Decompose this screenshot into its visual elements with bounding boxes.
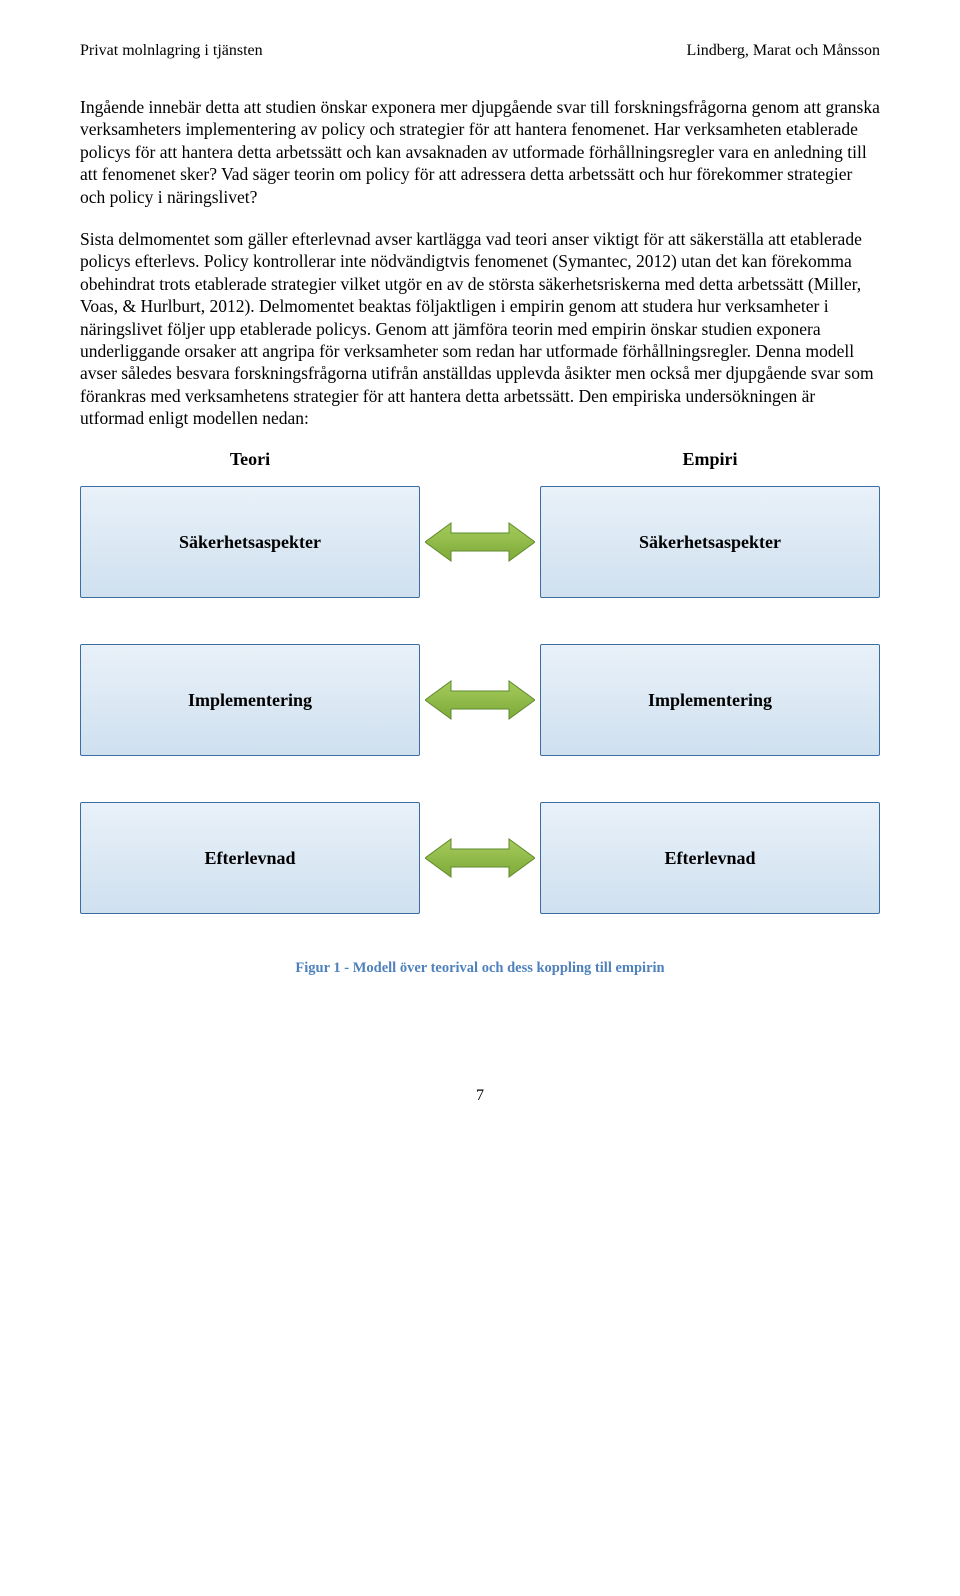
header-left: Privat molnlagring i tjänsten	[80, 42, 263, 60]
arrow-3	[420, 802, 540, 914]
body-text: Ingående innebär detta att studien önska…	[80, 96, 880, 429]
diagram-row-3: Efterlevnad Efterlevnad	[80, 802, 880, 914]
box-teori-implementering: Implementering	[80, 644, 420, 756]
double-arrow-icon	[425, 837, 535, 879]
box-empiri-efterlevnad: Efterlevnad	[540, 802, 880, 914]
figure-caption: Figur 1 - Modell över teorival och dess …	[80, 960, 880, 977]
diagram-row-2: Implementering Implementering	[80, 644, 880, 756]
paragraph-2: Sista delmomentet som gäller efterlevnad…	[80, 228, 880, 430]
page-number: 7	[80, 1087, 880, 1105]
diagram-column-headings: Teori Empiri	[80, 449, 880, 470]
double-arrow-icon	[425, 679, 535, 721]
column-heading-teori: Teori	[80, 449, 420, 470]
box-teori-sakerhetsaspekter: Säkerhetsaspekter	[80, 486, 420, 598]
arrow-1	[420, 486, 540, 598]
header-right: Lindberg, Marat och Månsson	[687, 42, 880, 60]
column-heading-empiri: Empiri	[540, 449, 880, 470]
paragraph-1: Ingående innebär detta att studien önska…	[80, 96, 880, 208]
box-empiri-implementering: Implementering	[540, 644, 880, 756]
diagram-row-1: Säkerhetsaspekter Säkerhetsaspekter	[80, 486, 880, 598]
box-empiri-sakerhetsaspekter: Säkerhetsaspekter	[540, 486, 880, 598]
page: Privat molnlagring i tjänsten Lindberg, …	[0, 0, 960, 1165]
arrow-2	[420, 644, 540, 756]
double-arrow-icon	[425, 521, 535, 563]
page-header: Privat molnlagring i tjänsten Lindberg, …	[80, 42, 880, 60]
box-teori-efterlevnad: Efterlevnad	[80, 802, 420, 914]
